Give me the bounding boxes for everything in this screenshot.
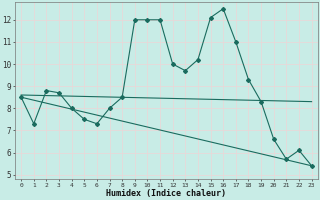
- X-axis label: Humidex (Indice chaleur): Humidex (Indice chaleur): [106, 189, 226, 198]
